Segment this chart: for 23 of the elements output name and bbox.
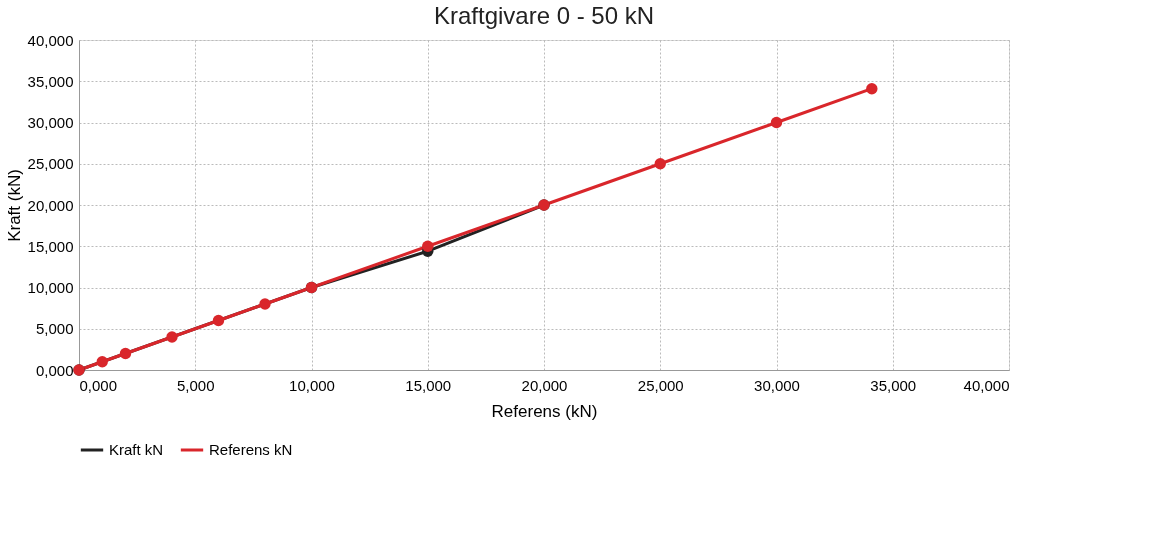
x-tick-label: 0,000 [79,376,118,394]
x-axis-title: Referens (kN) [491,401,598,421]
chart-title: Kraftgivare 0 - 50 kN [433,2,655,29]
y-tick-label: 5,000 [35,320,74,338]
y-tick-label: 20,000 [27,196,74,214]
x-tick-label: 30,000 [754,376,800,394]
y-tick-label: 40,000 [27,31,74,49]
y-tick-label: 0,000 [35,361,74,379]
x-tick-label: 10,000 [289,376,335,394]
x-tick-label: 5,000 [176,376,215,394]
x-tick-label: 15,000 [405,376,452,394]
x-tick-label: 35,000 [870,376,917,394]
legend-label: Referens kN [209,441,293,458]
y-tick-label: 25,000 [27,155,74,173]
y-tick-label: 35,000 [27,72,74,90]
x-tick-label: 25,000 [637,376,684,394]
x-tick-label: 20,000 [521,376,568,394]
x-tick-label: 40,000 [963,376,1010,394]
y-tick-label: 30,000 [27,114,74,131]
y-axis-title: Kraft (kN) [4,169,24,242]
y-tick-label: 15,000 [27,237,74,255]
legend-label: Kraft kN [109,441,164,458]
y-tick-label: 10,000 [27,279,74,296]
